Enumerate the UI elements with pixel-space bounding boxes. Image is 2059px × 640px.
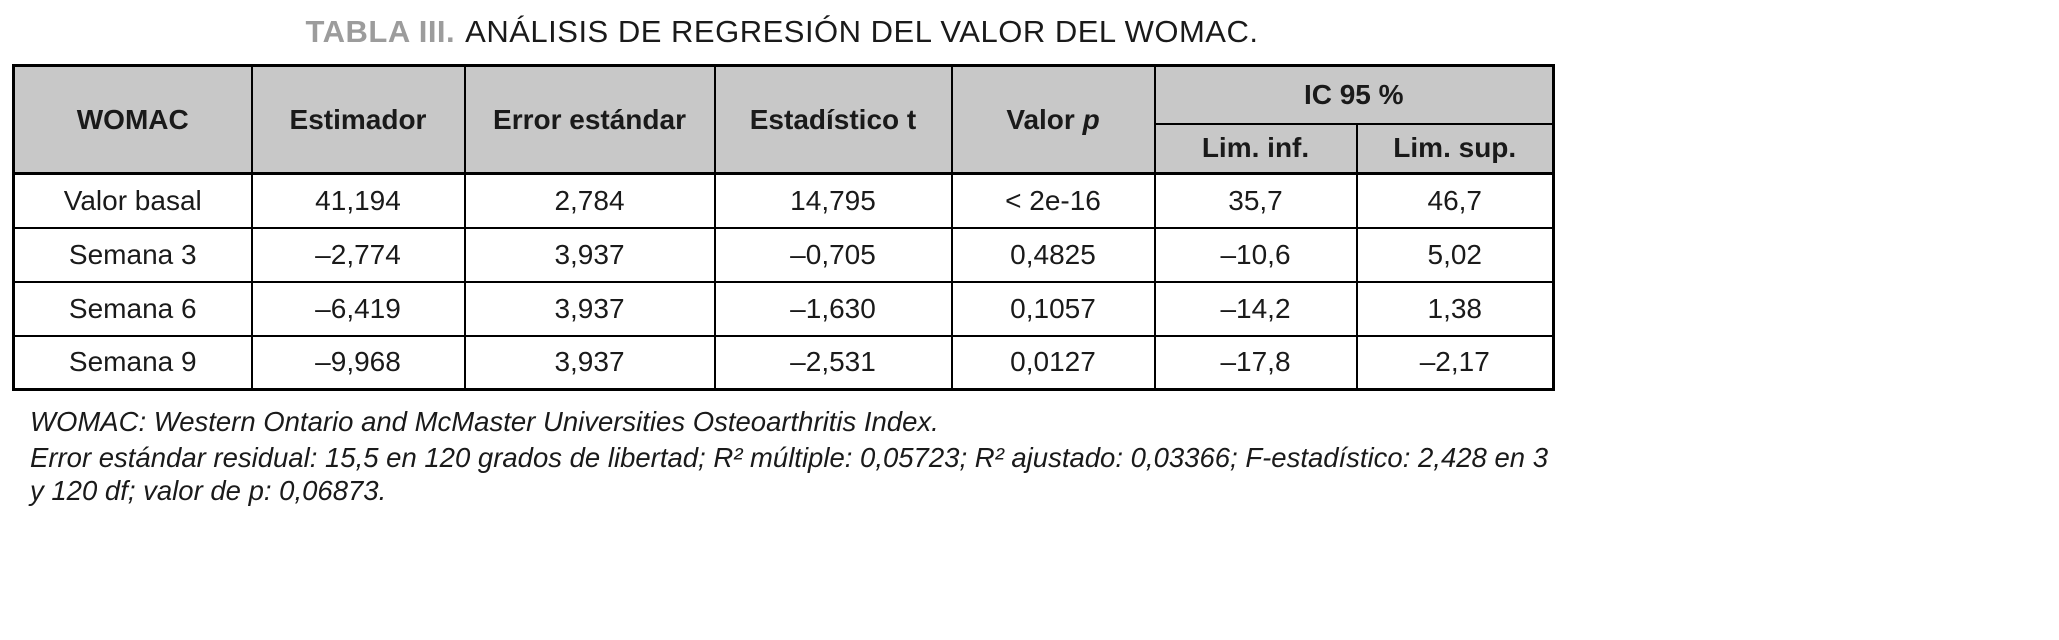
header-valor-p-var: p	[1082, 103, 1100, 135]
table-cell: 46,7	[1355, 172, 1555, 229]
table-cell: 0,0127	[950, 334, 1156, 391]
table-cell: 3,937	[463, 334, 716, 391]
table-cell: Semana 6	[12, 280, 253, 337]
footnote-womac-definition: WOMAC: Western Ontario and McMaster Univ…	[30, 406, 939, 437]
table-cell: 5,02	[1355, 226, 1555, 283]
table-title: TABLA III. ANÁLISIS DE REGRESIÓN DEL VALO…	[12, 14, 1552, 50]
table-cell: –2,17	[1355, 334, 1555, 391]
header-valor-p-prefix: Valor	[1006, 103, 1083, 135]
table-row: Valor basal 41,194 2,784 14,795 < 2e-16 …	[12, 172, 1555, 229]
table-cell: Valor basal	[12, 172, 253, 229]
table-row: Semana 9 –9,968 3,937 –2,531 0,0127 –17,…	[12, 334, 1555, 391]
page: TABLA III. ANÁLISIS DE REGRESIÓN DEL VALO…	[12, 14, 1560, 508]
table-cell: 35,7	[1153, 172, 1358, 229]
table-cell: 14,795	[713, 172, 953, 229]
table-cell: –14,2	[1153, 280, 1358, 337]
header-lim-inf: Lim. inf.	[1153, 122, 1358, 175]
table-cell: –6,419	[250, 280, 466, 337]
table-title-text: ANÁLISIS DE REGRESIÓN DEL VALOR DEL WOMA…	[465, 14, 1259, 49]
table-cell: < 2e-16	[950, 172, 1156, 229]
header-lim-sup: Lim. sup.	[1355, 122, 1555, 175]
table-cell: 1,38	[1355, 280, 1555, 337]
table-cell: 3,937	[463, 280, 716, 337]
table-cell: 41,194	[250, 172, 466, 229]
table-cell: 2,784	[463, 172, 716, 229]
table-body: Valor basal 41,194 2,784 14,795 < 2e-16 …	[12, 172, 1555, 391]
regression-table: WOMAC Estimador Error estándar Estadísti…	[12, 64, 1556, 391]
header-valor-p: Valor p	[950, 64, 1156, 175]
table-cell: 0,1057	[950, 280, 1156, 337]
table-cell: –1,630	[713, 280, 953, 337]
header-estadistico-t: Estadístico t	[713, 64, 953, 175]
table-cell: –0,705	[713, 226, 953, 283]
table-cell: Semana 9	[12, 334, 253, 391]
table-row: Semana 3 –2,774 3,937 –0,705 0,4825 –10,…	[12, 226, 1555, 283]
table-cell: 3,937	[463, 226, 716, 283]
table-cell: –17,8	[1153, 334, 1358, 391]
table-cell: Semana 3	[12, 226, 253, 283]
header-womac: WOMAC	[12, 64, 253, 175]
table-title-label: TABLA III.	[305, 14, 456, 49]
table-cell: 0,4825	[950, 226, 1156, 283]
table-cell: –10,6	[1153, 226, 1358, 283]
table-cell: –2,531	[713, 334, 953, 391]
table-cell: –2,774	[250, 226, 466, 283]
table-row: Semana 6 –6,419 3,937 –1,630 0,1057 –14,…	[12, 280, 1555, 337]
header-error-estandar: Error estándar	[463, 64, 716, 175]
table-cell: –9,968	[250, 334, 466, 391]
header-ic95: IC 95 %	[1153, 64, 1555, 125]
table-header: WOMAC Estimador Error estándar Estadísti…	[12, 64, 1555, 175]
table-footnotes: WOMAC: Western Ontario and McMaster Univ…	[30, 405, 1560, 508]
header-estimador: Estimador	[250, 64, 466, 175]
footnote-regression-stats: Error estándar residual: 15,5 en 120 gra…	[30, 441, 1548, 507]
